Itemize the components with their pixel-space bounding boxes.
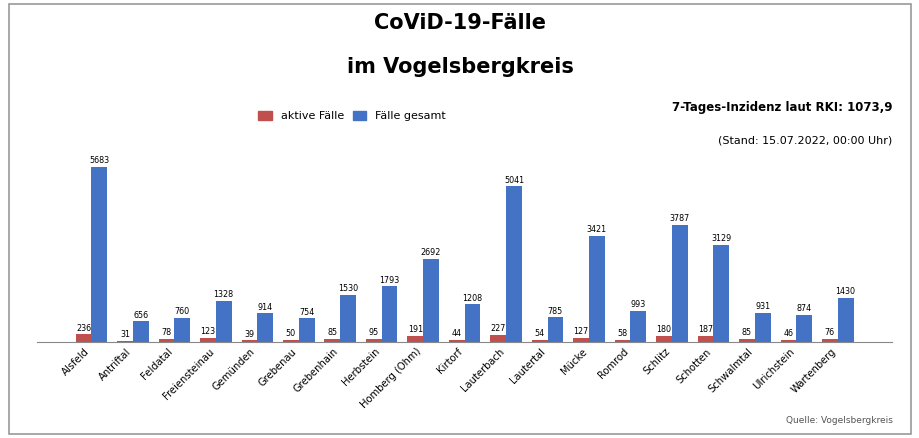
Bar: [299, 318, 314, 342]
Text: 46: 46: [783, 329, 792, 339]
Bar: [199, 338, 216, 342]
Bar: [821, 339, 837, 342]
Bar: [464, 304, 480, 342]
Bar: [547, 318, 562, 342]
Text: 1430: 1430: [834, 287, 855, 296]
Bar: [158, 339, 175, 342]
Bar: [340, 294, 356, 342]
Bar: [655, 336, 671, 342]
Bar: [175, 318, 190, 342]
Text: 874: 874: [796, 304, 811, 313]
Text: 1793: 1793: [379, 276, 399, 285]
Text: 236: 236: [76, 324, 91, 332]
Text: 1208: 1208: [462, 293, 482, 303]
Bar: [505, 187, 521, 342]
Bar: [407, 336, 423, 342]
Text: 3421: 3421: [586, 226, 607, 234]
Text: 85: 85: [327, 328, 337, 337]
Bar: [448, 340, 464, 342]
Text: 123: 123: [200, 327, 215, 336]
Bar: [779, 340, 796, 342]
Text: 191: 191: [407, 325, 423, 334]
Text: 76: 76: [824, 328, 834, 337]
Bar: [754, 313, 770, 342]
Bar: [837, 297, 853, 342]
Text: 931: 931: [754, 302, 769, 311]
Bar: [423, 259, 438, 342]
Text: 760: 760: [175, 307, 189, 316]
Bar: [216, 301, 232, 342]
Text: 95: 95: [369, 328, 379, 337]
Text: 31: 31: [119, 330, 130, 339]
Text: 993: 993: [630, 300, 645, 309]
Text: 3129: 3129: [710, 234, 731, 244]
Bar: [614, 340, 630, 342]
Bar: [91, 166, 108, 342]
Text: 78: 78: [161, 328, 171, 337]
Text: 785: 785: [547, 307, 562, 316]
Text: 187: 187: [698, 325, 712, 334]
Bar: [573, 338, 588, 342]
Text: 3787: 3787: [669, 214, 689, 223]
Bar: [490, 335, 505, 342]
Bar: [531, 340, 547, 342]
Bar: [697, 336, 712, 342]
Bar: [588, 236, 604, 342]
Text: CoViD-19-Fälle: CoViD-19-Fälle: [374, 13, 545, 33]
Text: 227: 227: [490, 324, 505, 333]
Text: 180: 180: [656, 325, 671, 334]
Bar: [738, 339, 754, 342]
Bar: [796, 315, 811, 342]
Bar: [381, 286, 397, 342]
Bar: [366, 339, 381, 342]
Text: 85: 85: [741, 328, 751, 337]
Bar: [283, 340, 299, 342]
Bar: [75, 334, 91, 342]
Legend: aktive Fälle, Fälle gesamt: aktive Fälle, Fälle gesamt: [254, 106, 449, 126]
Text: 50: 50: [286, 329, 296, 338]
Bar: [324, 339, 340, 342]
Text: Quelle: Vogelsbergkreis: Quelle: Vogelsbergkreis: [785, 416, 891, 425]
Text: 58: 58: [617, 329, 627, 338]
Bar: [257, 314, 273, 342]
Bar: [671, 225, 686, 342]
Text: 39: 39: [244, 329, 255, 339]
Text: 914: 914: [257, 303, 272, 312]
Text: 1328: 1328: [213, 290, 233, 299]
Text: 7-Tages-Inzidenz laut RKI: 1073,9: 7-Tages-Inzidenz laut RKI: 1073,9: [671, 101, 891, 114]
Bar: [242, 340, 257, 342]
Text: 127: 127: [573, 327, 588, 336]
Text: 44: 44: [451, 329, 461, 339]
Text: im Vogelsbergkreis: im Vogelsbergkreis: [346, 57, 573, 77]
Bar: [132, 321, 149, 342]
Text: 5041: 5041: [504, 176, 524, 184]
Bar: [117, 341, 132, 342]
Text: (Stand: 15.07.2022, 00:00 Uhr): (Stand: 15.07.2022, 00:00 Uhr): [718, 136, 891, 146]
Text: 656: 656: [133, 311, 148, 320]
Text: 754: 754: [299, 307, 314, 317]
Text: 1530: 1530: [337, 284, 357, 293]
Text: 54: 54: [534, 329, 544, 338]
Text: 5683: 5683: [89, 156, 109, 165]
Bar: [630, 311, 645, 342]
Text: 2692: 2692: [420, 248, 441, 257]
Bar: [712, 245, 729, 342]
